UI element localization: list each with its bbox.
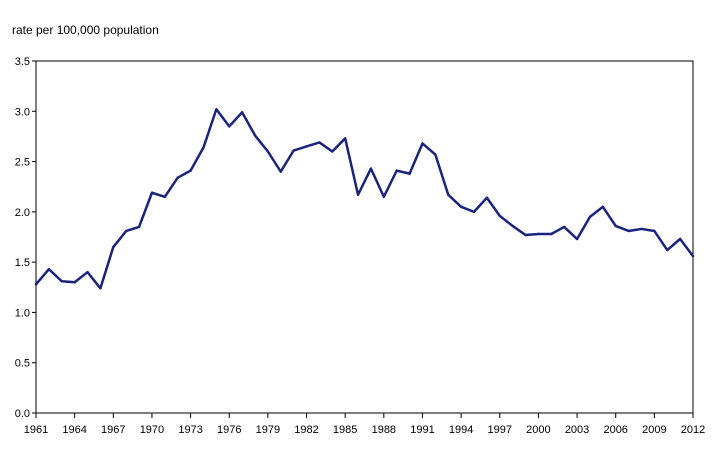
data-point xyxy=(137,225,141,229)
plot-area-frame xyxy=(35,60,694,414)
y-tick-label: 0.5 xyxy=(15,358,30,370)
y-tick-label: 3.5 xyxy=(15,56,30,68)
series-line xyxy=(34,108,695,290)
data-point xyxy=(228,125,231,128)
y-axis-unit-label: rate per 100,000 population xyxy=(12,23,159,37)
data-point xyxy=(279,170,282,173)
y-tick-label: 0.0 xyxy=(15,408,30,420)
data-point xyxy=(472,210,476,214)
x-tick-label: 1961 xyxy=(24,424,48,436)
data-point xyxy=(356,193,360,196)
data-point xyxy=(369,167,373,170)
data-point xyxy=(588,215,592,219)
data-point xyxy=(614,224,617,228)
data-point xyxy=(176,176,179,179)
data-point xyxy=(691,254,695,258)
y-tick-label: 2.0 xyxy=(15,207,30,219)
data-point xyxy=(537,232,540,236)
x-tick-label: 1991 xyxy=(410,424,434,436)
data-point xyxy=(60,280,63,283)
data-point xyxy=(550,232,553,236)
x-tick-label: 2003 xyxy=(565,424,589,436)
data-point xyxy=(382,195,386,198)
data-point xyxy=(640,227,643,231)
data-point xyxy=(331,150,334,153)
x-tick-label: 1997 xyxy=(488,424,512,436)
data-point xyxy=(305,145,308,148)
x-tick-label: 2009 xyxy=(642,424,666,436)
x-tick-label: 1964 xyxy=(62,424,86,436)
y-tick-label: 1.5 xyxy=(15,257,30,269)
data-point xyxy=(202,146,205,149)
data-point xyxy=(240,111,244,114)
series-layer xyxy=(34,108,695,290)
data-point xyxy=(163,195,167,198)
data-point xyxy=(498,214,501,218)
data-point xyxy=(150,191,154,194)
x-tick-label: 1970 xyxy=(140,424,164,436)
x-tick-label: 1979 xyxy=(256,424,280,436)
x-tick-label: 2012 xyxy=(681,424,705,436)
data-point xyxy=(73,281,76,284)
x-tick-label: 2000 xyxy=(526,424,550,436)
data-point xyxy=(421,142,424,145)
y-tick-label: 2.5 xyxy=(15,157,30,169)
data-point xyxy=(253,134,257,137)
data-point xyxy=(678,237,682,241)
x-tick-label: 1967 xyxy=(101,424,125,436)
x-tick-label: 1973 xyxy=(178,424,202,436)
data-point xyxy=(524,233,527,237)
data-point xyxy=(408,172,411,175)
y-tick-label: 3.0 xyxy=(15,106,30,118)
data-point xyxy=(343,137,347,140)
data-point xyxy=(34,283,38,286)
data-point xyxy=(112,245,115,249)
data-point xyxy=(318,141,321,144)
data-point xyxy=(511,224,514,228)
data-point xyxy=(459,205,463,209)
data-point xyxy=(266,150,270,153)
data-point xyxy=(575,237,579,241)
data-point xyxy=(395,169,398,172)
data-point xyxy=(215,108,218,111)
y-axis: 0.0 0.5 1.0 1.5 2.0 2.5 3.0 3.5 xyxy=(15,56,36,420)
x-tick-label: 1988 xyxy=(372,424,396,436)
data-point xyxy=(434,153,437,156)
data-point xyxy=(562,225,566,229)
data-point xyxy=(189,169,192,172)
data-point xyxy=(447,193,450,196)
data-point xyxy=(601,205,605,209)
x-tick-label: 2006 xyxy=(603,424,627,436)
data-point xyxy=(86,271,89,274)
data-point xyxy=(99,287,102,290)
data-point xyxy=(627,229,630,233)
y-tick-label: 1.0 xyxy=(15,307,30,319)
data-point xyxy=(653,229,656,233)
data-point xyxy=(666,248,669,252)
x-axis: 1961 1964 1967 1970 1973 1976 1979 1982 1985 1988… xyxy=(24,413,705,436)
data-point xyxy=(292,149,295,152)
data-point xyxy=(47,267,51,271)
x-tick-label: 1982 xyxy=(294,424,318,436)
x-tick-label: 1985 xyxy=(333,424,357,436)
data-point xyxy=(124,229,128,233)
data-point xyxy=(485,196,489,199)
x-tick-label: 1994 xyxy=(449,424,473,436)
x-tick-label: 1976 xyxy=(217,424,241,436)
